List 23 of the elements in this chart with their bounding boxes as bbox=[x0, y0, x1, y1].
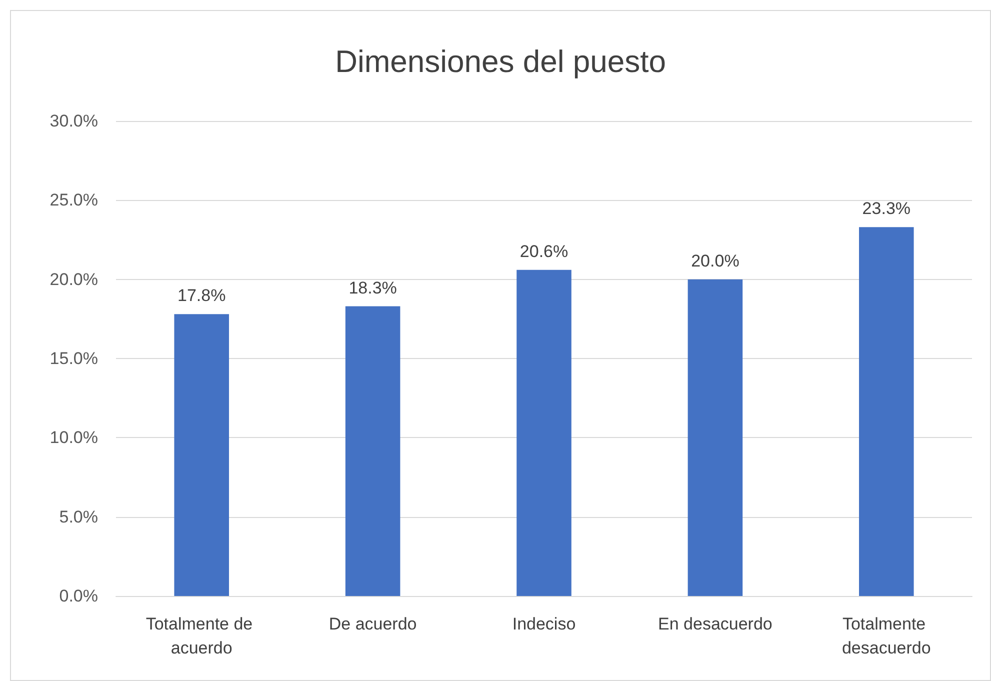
bar bbox=[174, 314, 229, 596]
x-tick-label: De acuerdo bbox=[328, 614, 417, 634]
x-tick-label: Indeciso bbox=[512, 614, 576, 634]
data-label: 20.0% bbox=[691, 251, 740, 270]
y-tick-label: 25.0% bbox=[50, 190, 98, 210]
bar bbox=[516, 270, 572, 596]
y-tick-label: 20.0% bbox=[50, 270, 98, 289]
chart-title: Dimensiones del puesto bbox=[335, 44, 666, 79]
y-tick-label: 15.0% bbox=[50, 349, 98, 368]
data-label: 17.8% bbox=[178, 286, 226, 306]
data-label: 23.3% bbox=[862, 199, 910, 218]
y-tick-label: 5.0% bbox=[59, 507, 98, 526]
y-tick-label: 10.0% bbox=[50, 428, 98, 448]
y-tick-label: 0.0% bbox=[59, 586, 98, 606]
bar bbox=[688, 279, 743, 596]
x-tick-label: Totalmente desacuerdo bbox=[842, 614, 931, 658]
data-label: 20.6% bbox=[520, 242, 568, 261]
x-tick-label: Totalmente de acuerdo bbox=[146, 614, 258, 658]
bar bbox=[859, 227, 914, 596]
bar bbox=[345, 306, 400, 596]
y-tick-label: 30.0% bbox=[50, 112, 98, 130]
data-label: 18.3% bbox=[348, 278, 397, 298]
x-tick-label: En desacuerdo bbox=[658, 614, 772, 634]
